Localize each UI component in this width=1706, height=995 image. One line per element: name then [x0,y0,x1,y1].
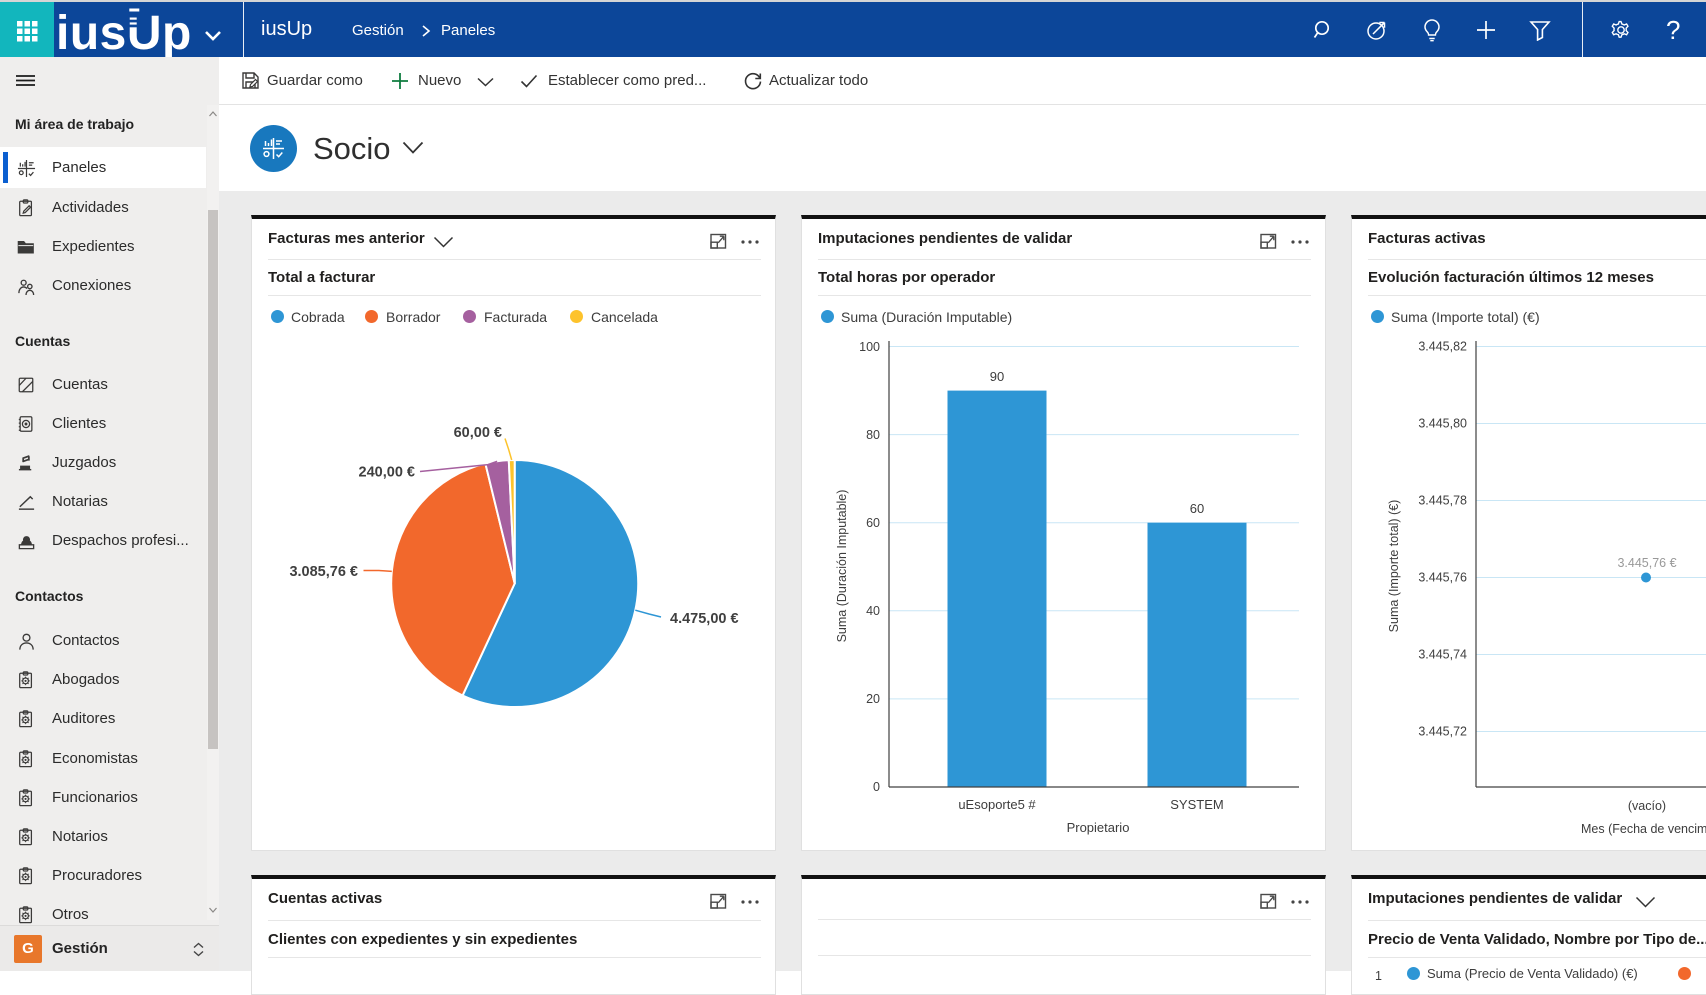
svg-text:3.445,82: 3.445,82 [1418,340,1467,354]
svg-text:90: 90 [990,369,1004,384]
svg-text:3.445,76 €: 3.445,76 € [1617,556,1676,570]
svg-text:uEsoporte5 #: uEsoporte5 # [958,797,1036,812]
svg-text:80: 80 [866,428,880,442]
svg-text:3.445,76: 3.445,76 [1418,571,1467,585]
svg-text:iusUp: iusUp [56,7,192,59]
svg-text:60,00 €: 60,00 € [454,425,502,441]
svg-text:60: 60 [866,516,880,530]
svg-text:Mes (Fecha de vencimiento) (Me: Mes (Fecha de vencimiento) (Mes) [1581,822,1706,836]
svg-text:100: 100 [859,340,880,354]
svg-text:20: 20 [866,692,880,706]
svg-text:Propietario: Propietario [1067,820,1130,835]
svg-text:3.085,76 €: 3.085,76 € [289,564,358,580]
svg-text:Suma (Duración Imputable): Suma (Duración Imputable) [835,490,849,643]
svg-text:3.445,78: 3.445,78 [1418,494,1467,508]
svg-text:0: 0 [873,780,880,794]
svg-text:Suma (Importe total) (€): Suma (Importe total) (€) [1387,500,1401,633]
svg-text:240,00 €: 240,00 € [359,465,415,481]
svg-text:3.445,72: 3.445,72 [1418,725,1467,739]
svg-text:3.445,74: 3.445,74 [1418,648,1467,662]
svg-text:3.445,80: 3.445,80 [1418,417,1467,431]
svg-text:(vacío): (vacío) [1628,799,1666,813]
svg-text:40: 40 [866,604,880,618]
svg-text:60: 60 [1190,501,1204,516]
svg-text:SYSTEM: SYSTEM [1170,797,1223,812]
svg-text:4.475,00 €: 4.475,00 € [670,611,739,627]
